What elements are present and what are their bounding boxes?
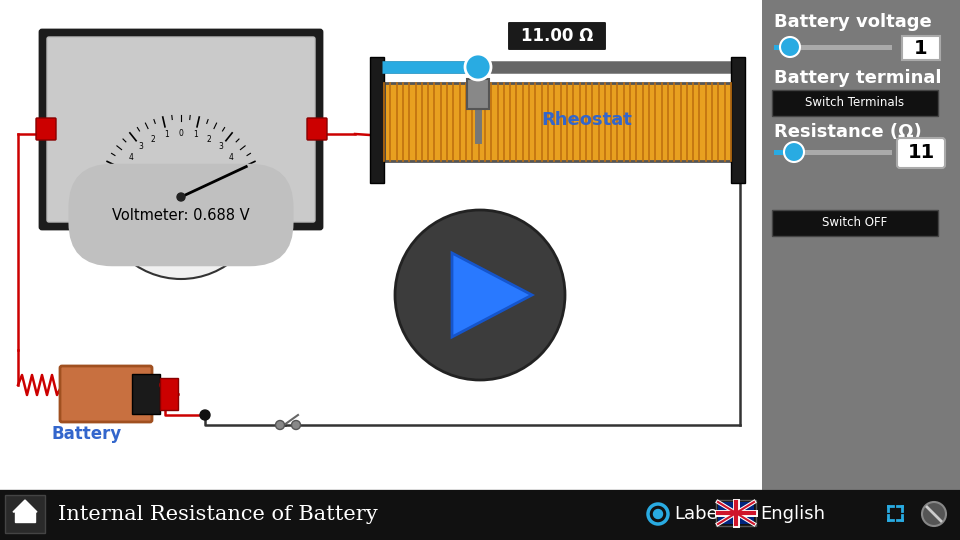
Text: 1: 1: [193, 130, 198, 139]
Circle shape: [784, 142, 804, 162]
Bar: [902, 36, 940, 60]
Text: Label: Label: [674, 505, 723, 523]
Text: 3: 3: [138, 143, 144, 151]
Text: Voltmeter: 0.688 V: Voltmeter: 0.688 V: [112, 207, 250, 222]
Bar: [132, 374, 160, 414]
Text: 5: 5: [121, 165, 126, 174]
FancyBboxPatch shape: [40, 30, 322, 229]
Text: Resistance (Ω): Resistance (Ω): [774, 123, 922, 141]
Text: 6: 6: [241, 178, 246, 187]
Bar: [762, 0, 960, 490]
Text: Battery: Battery: [52, 425, 122, 443]
Text: Battery terminal: Battery terminal: [774, 69, 942, 87]
Text: 6: 6: [116, 178, 121, 187]
Bar: [774, 150, 892, 155]
Text: 4: 4: [228, 153, 233, 161]
Bar: [774, 150, 794, 155]
FancyBboxPatch shape: [47, 37, 315, 222]
Circle shape: [780, 37, 800, 57]
Text: Switch OFF: Switch OFF: [823, 217, 888, 230]
Text: 11.00 Ω: 11.00 Ω: [521, 27, 593, 45]
FancyBboxPatch shape: [507, 21, 607, 51]
Circle shape: [160, 380, 170, 390]
Bar: [160, 378, 178, 410]
Bar: [774, 45, 892, 50]
Bar: [384, 83, 731, 161]
Bar: [370, 57, 384, 183]
FancyBboxPatch shape: [307, 118, 327, 140]
FancyBboxPatch shape: [60, 366, 152, 422]
Text: 1: 1: [914, 38, 927, 57]
Bar: [0, 490, 960, 540]
Polygon shape: [452, 253, 532, 337]
Circle shape: [177, 193, 185, 201]
Polygon shape: [15, 512, 35, 522]
Bar: [731, 57, 745, 183]
Text: Battery voltage: Battery voltage: [774, 13, 932, 31]
Bar: [772, 210, 938, 236]
Text: 2: 2: [151, 135, 156, 144]
Circle shape: [922, 502, 946, 526]
Bar: [0, 0, 762, 490]
Text: 3: 3: [219, 143, 224, 151]
Text: Internal Resistance of Battery: Internal Resistance of Battery: [58, 504, 377, 523]
Polygon shape: [13, 500, 37, 512]
Text: Rheostat: Rheostat: [541, 111, 633, 129]
Circle shape: [395, 210, 565, 380]
Circle shape: [465, 54, 491, 80]
Text: 0: 0: [179, 129, 183, 138]
Bar: [5, 495, 45, 533]
Text: 5: 5: [236, 165, 241, 174]
Text: 11: 11: [907, 144, 935, 163]
Bar: [718, 502, 754, 524]
Text: Switch Terminals: Switch Terminals: [805, 97, 904, 110]
Circle shape: [292, 421, 300, 429]
Text: 1: 1: [164, 130, 169, 139]
Circle shape: [276, 421, 284, 429]
Bar: [772, 90, 938, 116]
Text: English: English: [760, 505, 825, 523]
Text: 4: 4: [129, 153, 133, 161]
FancyBboxPatch shape: [36, 118, 56, 140]
FancyBboxPatch shape: [897, 138, 945, 168]
Bar: [716, 500, 756, 526]
Text: 2: 2: [206, 135, 211, 144]
Circle shape: [200, 410, 210, 420]
Bar: [774, 45, 790, 50]
Text: 7: 7: [243, 192, 248, 201]
Wedge shape: [99, 197, 263, 279]
Text: 7: 7: [114, 192, 119, 201]
Bar: [467, 79, 489, 109]
Circle shape: [654, 510, 662, 518]
